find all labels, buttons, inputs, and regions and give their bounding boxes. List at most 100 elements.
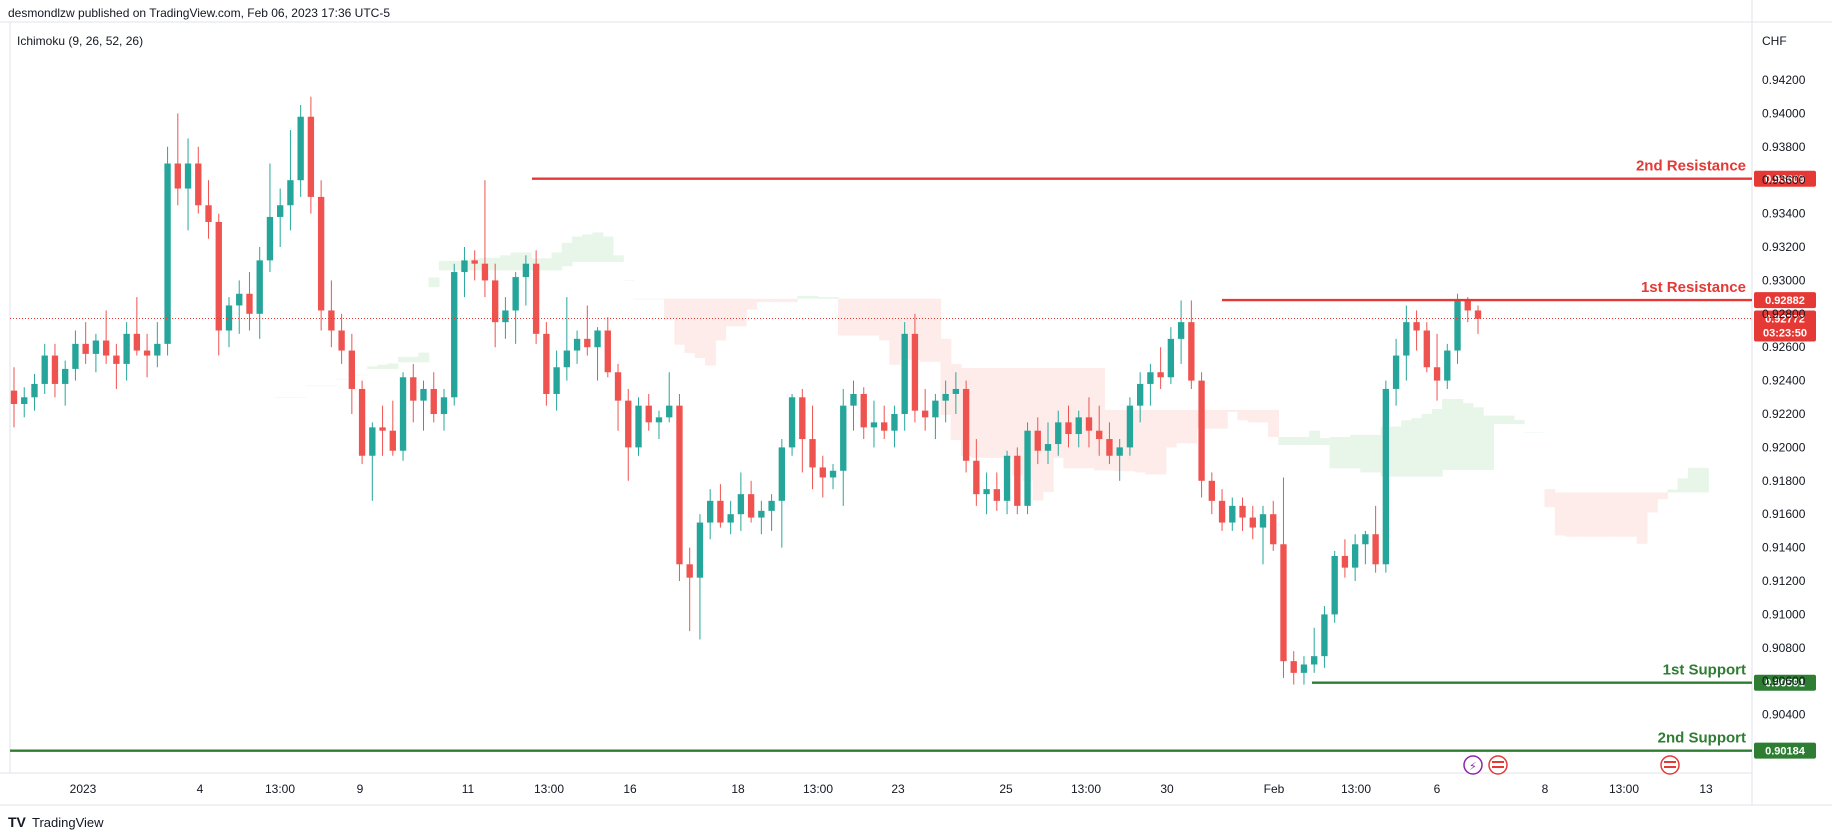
candle[interactable] (430, 372, 437, 423)
candle[interactable] (881, 405, 888, 440)
candle[interactable] (1136, 372, 1144, 423)
candle[interactable] (1280, 477, 1287, 678)
candle[interactable] (1003, 450, 1011, 515)
candle[interactable] (297, 105, 304, 197)
candle[interactable] (461, 247, 468, 298)
candle[interactable] (604, 317, 611, 378)
candle[interactable] (809, 405, 816, 490)
candle[interactable] (1454, 293, 1461, 364)
candle[interactable] (21, 387, 28, 418)
candle[interactable] (307, 96, 315, 214)
candle[interactable] (635, 397, 642, 456)
candle[interactable] (1126, 397, 1134, 456)
candle[interactable] (399, 372, 407, 461)
candle[interactable] (205, 180, 212, 239)
candle[interactable] (1392, 338, 1400, 406)
candle[interactable] (1106, 422, 1113, 465)
candle[interactable] (236, 280, 243, 334)
candle[interactable] (614, 363, 622, 431)
candle[interactable] (1024, 422, 1031, 515)
candle[interactable] (1055, 410, 1062, 456)
candle[interactable] (471, 250, 478, 281)
candle[interactable] (338, 313, 345, 364)
candle[interactable] (184, 138, 192, 231)
candle[interactable] (1249, 505, 1256, 540)
us-flag-event-icon-2[interactable] (1660, 755, 1680, 775)
candle[interactable] (41, 343, 48, 394)
tradingview-logo[interactable]: TV TradingView (8, 814, 104, 830)
candle[interactable] (901, 322, 908, 431)
candle[interactable] (1208, 472, 1215, 515)
candle[interactable] (123, 322, 130, 381)
candle[interactable] (1372, 505, 1379, 573)
current-price[interactable]: 0.92772 03:23:50 (10, 310, 1816, 342)
candle[interactable] (973, 439, 980, 506)
candle[interactable] (10, 367, 18, 428)
candle[interactable] (850, 380, 857, 431)
candle[interactable] (154, 322, 161, 368)
candle[interactable] (72, 330, 79, 381)
candle[interactable] (543, 322, 550, 406)
candle[interactable] (1321, 606, 1328, 668)
candle[interactable] (1444, 343, 1451, 389)
candle[interactable] (420, 380, 427, 431)
candle[interactable] (82, 322, 89, 364)
candle[interactable] (92, 333, 100, 373)
candle[interactable] (266, 163, 274, 273)
candle[interactable] (921, 388, 929, 431)
candle[interactable] (481, 180, 489, 298)
candle[interactable] (451, 263, 458, 406)
candle[interactable] (215, 213, 222, 356)
candle[interactable] (573, 330, 581, 364)
candle[interactable] (1270, 500, 1277, 551)
candle[interactable] (1229, 497, 1236, 531)
candle[interactable] (502, 297, 509, 339)
candle[interactable] (819, 455, 826, 498)
candle[interactable] (317, 180, 325, 331)
candle[interactable] (983, 472, 990, 515)
candle[interactable] (696, 514, 704, 640)
candle[interactable] (532, 250, 540, 344)
candle[interactable] (1423, 322, 1430, 373)
candle[interactable] (389, 400, 396, 456)
candle[interactable] (1014, 447, 1021, 515)
candle[interactable] (840, 388, 847, 506)
candle[interactable] (799, 388, 806, 473)
candle[interactable] (1167, 327, 1175, 384)
candle[interactable] (62, 360, 69, 406)
candle[interactable] (829, 464, 837, 490)
candle[interactable] (655, 410, 663, 440)
candle[interactable] (686, 547, 693, 632)
candle[interactable] (512, 272, 519, 344)
candle[interactable] (1362, 530, 1369, 565)
candle[interactable] (256, 247, 263, 339)
candle[interactable] (625, 388, 632, 481)
candle[interactable] (348, 333, 356, 414)
candle[interactable] (870, 400, 878, 448)
candle[interactable] (891, 405, 898, 448)
candle[interactable] (225, 297, 233, 348)
candle[interactable] (1198, 372, 1205, 498)
candle[interactable] (1177, 300, 1185, 364)
level-1st-resistance[interactable]: 1st Resistance 0.92882 (1222, 279, 1816, 309)
candle[interactable] (942, 380, 949, 423)
level-1st-support[interactable]: 1st Support 0.90591 (1312, 662, 1816, 691)
candle[interactable] (1311, 627, 1318, 673)
axes[interactable]: 0.94200 0.94000 0.93800 0.93600 0.93400 0.932… (70, 73, 1806, 796)
indicator-legend[interactable]: Ichimoku (9, 26, 52, 26) (17, 34, 143, 48)
candle[interactable] (563, 297, 571, 381)
candle[interactable] (522, 255, 530, 306)
candle[interactable] (102, 310, 110, 364)
candle[interactable] (1065, 405, 1072, 448)
candle[interactable] (277, 188, 284, 247)
candle[interactable] (164, 146, 171, 356)
candle[interactable] (492, 263, 499, 348)
candle[interactable] (1300, 656, 1308, 685)
candle[interactable] (1403, 305, 1410, 381)
candle[interactable] (1474, 305, 1482, 334)
candle[interactable] (758, 500, 765, 535)
candle[interactable] (410, 363, 417, 423)
candle[interactable] (1341, 539, 1349, 578)
level-2nd-resistance[interactable]: 2nd Resistance 0.93609 (532, 158, 1816, 187)
